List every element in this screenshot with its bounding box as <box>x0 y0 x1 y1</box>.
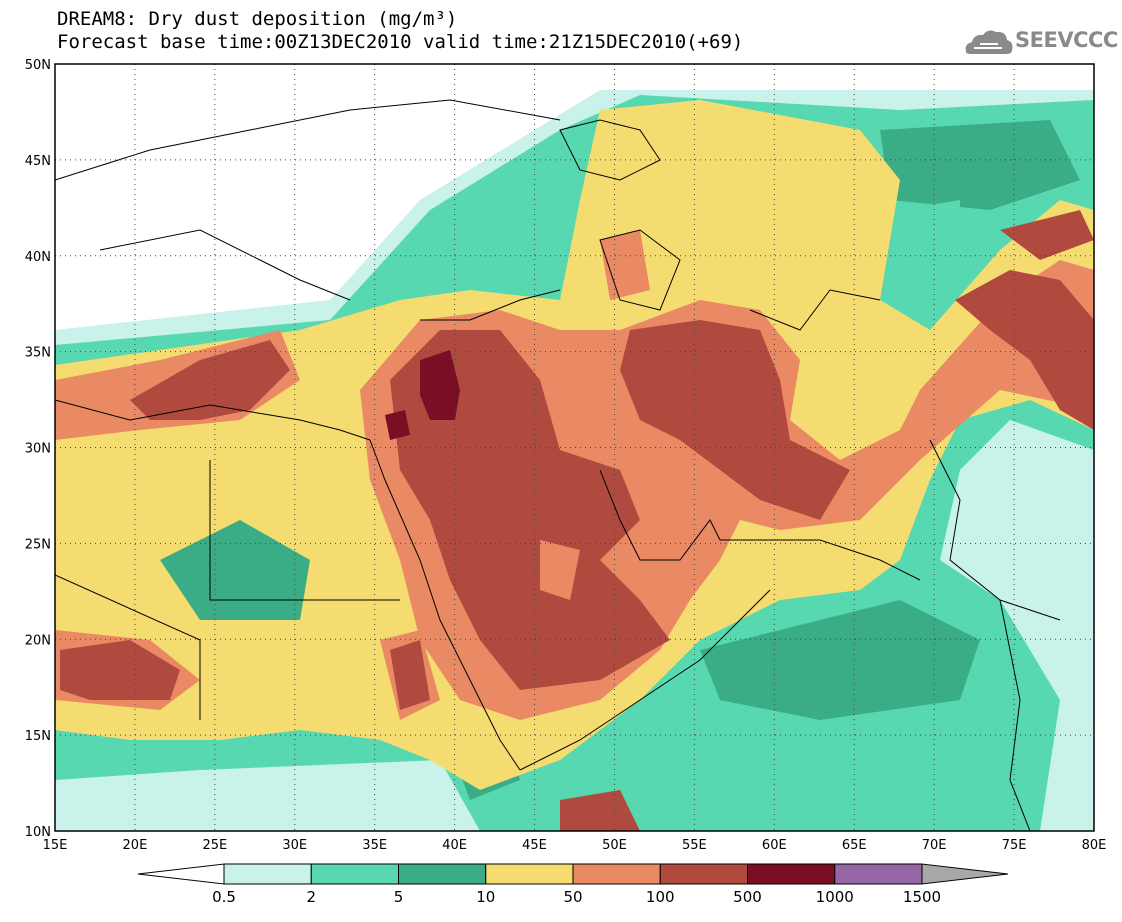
colorbar-label: 10 <box>476 888 496 906</box>
colorbar-swatch <box>747 863 836 885</box>
lon-tick-label: 20E <box>123 838 148 853</box>
colorbar-swatch <box>398 863 487 885</box>
colorbar-label: 1000 <box>815 888 854 906</box>
colorbar-label: 5 <box>393 888 404 906</box>
cloud-icon <box>965 30 1013 54</box>
colorbar-swatch <box>223 863 312 885</box>
colorbar-label: 50 <box>563 888 583 906</box>
lon-tick-label: 40E <box>442 838 467 853</box>
lon-tick-label: 70E <box>922 838 947 853</box>
deposition-field <box>55 64 1094 831</box>
lon-tick-label: 60E <box>762 838 787 853</box>
lon-tick-label: 30E <box>282 838 307 853</box>
lon-tick-label: 65E <box>842 838 867 853</box>
colorbar-label: 0.5 <box>212 888 236 906</box>
colorbar-swatch <box>485 863 574 885</box>
colorbar-under-triangle <box>137 863 225 885</box>
lat-tick-label: 30N <box>25 442 51 457</box>
colorbar-over-triangle <box>921 863 1009 885</box>
colorbar-swatch <box>659 863 748 885</box>
lon-tick-label: 55E <box>682 838 707 853</box>
colorbar <box>137 863 1009 885</box>
lon-tick-label: 50E <box>602 838 627 853</box>
colorbar-label: 100 <box>645 888 675 906</box>
lat-tick-label: 10N <box>25 825 51 840</box>
lat-tick-label: 35N <box>25 346 51 361</box>
colorbar-label: 1500 <box>902 888 942 906</box>
lat-tick-label: 20N <box>25 633 51 648</box>
lon-tick-label: 80E <box>1082 838 1107 853</box>
lon-tick-label: 15E <box>43 838 68 853</box>
lat-tick-label: 15N <box>25 729 51 744</box>
colorbar-swatch <box>310 863 399 885</box>
lon-tick-label: 75E <box>1002 838 1027 853</box>
colorbar-swatch <box>834 863 923 885</box>
lat-tick-label: 40N <box>25 250 51 265</box>
colorbar-label: 2 <box>306 888 317 906</box>
lat-tick-label: 25N <box>25 537 51 552</box>
lat-tick-label: 50N <box>25 58 51 73</box>
chart-title: DREAM8: Dry dust deposition (mg/m³) <box>57 8 458 30</box>
seevccc-logo: SEEVCCC <box>1015 28 1118 52</box>
country-borders <box>55 99 1061 831</box>
colorbar-label: 500 <box>733 888 762 906</box>
colorbar-swatch <box>572 863 661 885</box>
lat-tick-label: 45N <box>25 154 51 169</box>
graticule <box>55 64 1094 831</box>
lon-tick-label: 45E <box>522 838 547 853</box>
longitude-ticks: 15E 20E 25E 30E 35E 40E 45E 50E 55E 60E 65E 70E 75E 8… <box>43 838 1107 853</box>
lon-tick-label: 35E <box>362 838 387 853</box>
forecast-time-subtitle: Forecast base time:00Z13DEC2010 valid ti… <box>57 31 744 53</box>
lon-tick-label: 25E <box>202 838 227 853</box>
latitude-ticks: 10N 15N 20N 25N 30N 35N 40N 45N 50N <box>25 58 51 840</box>
map-frame <box>54 63 1095 832</box>
